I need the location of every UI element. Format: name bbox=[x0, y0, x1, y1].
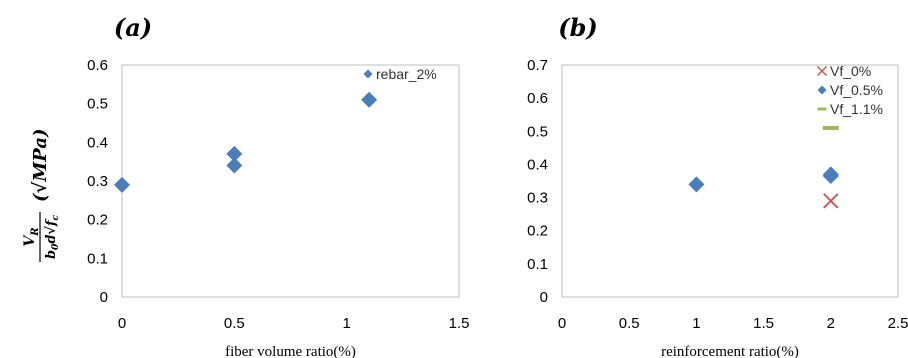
y-tick-label: 0.2 bbox=[87, 212, 108, 229]
data-point-x bbox=[823, 193, 839, 209]
y-tick-label: 0.5 bbox=[527, 123, 548, 140]
y-tick-label: 0.5 bbox=[87, 96, 108, 113]
data-point-diamond bbox=[361, 91, 378, 108]
y-tick-label: 0.7 bbox=[527, 57, 548, 74]
y-tick-label: 0 bbox=[100, 289, 108, 306]
y-tick-label: 0 bbox=[540, 289, 548, 306]
y-tick-label: 0.2 bbox=[527, 223, 548, 240]
legend-entry: Vf_0% bbox=[830, 63, 871, 79]
legend-entry: rebar_2% bbox=[376, 66, 437, 82]
y-label-unit: (√MPa) bbox=[30, 128, 51, 202]
x-tick-label: 0.5 bbox=[619, 315, 640, 332]
legend-marker-stroke2 bbox=[817, 66, 827, 76]
data-point-dash bbox=[822, 125, 839, 130]
x-tick-label: 2.5 bbox=[888, 315, 908, 332]
x-axis-label: fiber volume ratio(%) bbox=[225, 344, 356, 358]
y-tick-label: 0.4 bbox=[87, 134, 108, 151]
y-tick-label: 0.6 bbox=[527, 90, 548, 107]
legend-marker bbox=[817, 66, 827, 76]
x-axis-label: reinforcement ratio(%) bbox=[661, 344, 799, 358]
y-label-denominator: b0d√fc bbox=[44, 214, 61, 259]
legend-marker bbox=[817, 85, 827, 95]
x-tick-label: 1 bbox=[342, 315, 350, 332]
legend-entry: Vf_0.5% bbox=[830, 82, 883, 98]
data-point-diamond bbox=[822, 168, 839, 185]
plot-area-border bbox=[561, 64, 899, 298]
x-tick-label: 1.5 bbox=[449, 315, 470, 332]
panel-b: (b) 0 0.5 1 1.5 2 2.5 0 0.1 0.2 0.3 0.4 0.5 0.6 0.7 rei… bbox=[527, 13, 908, 358]
x-tick-label: 1 bbox=[692, 315, 700, 332]
x-tick-label: 0.5 bbox=[224, 315, 245, 332]
x-tick-label: 1.5 bbox=[753, 315, 774, 332]
plot-area-border bbox=[121, 64, 460, 298]
y-tick-label: 0.3 bbox=[527, 190, 548, 207]
data-point-x-stroke2 bbox=[823, 193, 839, 209]
legend-marker bbox=[817, 107, 827, 111]
y-label-numerator: VR bbox=[22, 227, 41, 246]
y-tick-label: 0.4 bbox=[527, 156, 548, 173]
legend-entry: Vf_1.1% bbox=[830, 101, 883, 117]
x-tick-label: 0 bbox=[118, 315, 126, 332]
data-point-diamond bbox=[114, 176, 130, 193]
data-point-diamond bbox=[688, 176, 705, 193]
y-tick-label: 0.6 bbox=[87, 57, 108, 74]
y-tick-label: 0.1 bbox=[527, 256, 548, 273]
data-point-diamond bbox=[226, 145, 243, 162]
y-tick-label: 0.1 bbox=[87, 250, 108, 267]
panel-label: (b) bbox=[558, 13, 598, 42]
y-tick-label: 0.3 bbox=[87, 173, 108, 190]
panel-label: (a) bbox=[114, 13, 152, 42]
panel-a: (a) 0 0.5 1 1.5 0 0.1 0.2 0.3 0.4 0.5 0.6 fiber volu… bbox=[87, 13, 469, 358]
x-tick-label: 2 bbox=[827, 315, 835, 332]
legend-marker bbox=[363, 69, 373, 79]
data-point-diamond bbox=[226, 157, 243, 174]
x-tick-label: 0 bbox=[558, 315, 566, 332]
